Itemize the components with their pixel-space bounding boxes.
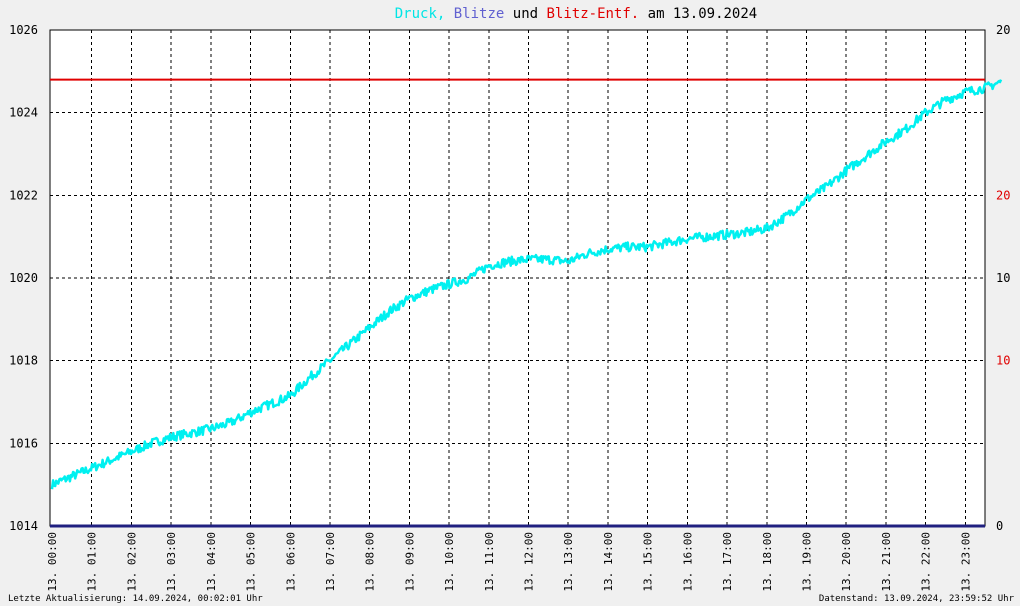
left-axis-ticks: 1014 1016 1018 1020 1022 1024 1026 <box>9 23 38 533</box>
x-tick-label: 13. 22:00 <box>920 532 933 592</box>
title-part: Blitz-Entf. <box>538 6 639 22</box>
title-part: Druck, <box>395 6 446 22</box>
x-tick-label: 13. 06:00 <box>284 532 297 592</box>
footer-left: Letzte Aktualisierung: 14.09.2024, 00:02… <box>8 594 263 604</box>
right-red-tick-label: 10 <box>996 354 1010 368</box>
x-tick-label: 13. 19:00 <box>800 532 813 592</box>
x-tick-label: 13. 12:00 <box>523 532 536 592</box>
x-tick-label: 13. 17:00 <box>721 532 734 592</box>
grid-lines <box>50 30 985 526</box>
right-tick-label: 20 <box>996 23 1010 37</box>
x-tick-label: 13. 07:00 <box>324 532 337 592</box>
right-tick-label: 10 <box>996 271 1010 285</box>
x-axis-ticks: 13. 00:00 13. 01:00 13. 02:00 13. 03:00 13. … <box>46 532 972 592</box>
x-tick-label: 13. 18:00 <box>761 532 774 592</box>
title-part: Blitze <box>445 6 504 22</box>
x-tick-label: 13. 14:00 <box>602 532 615 592</box>
title-part: und <box>504 6 538 22</box>
y-tick-label: 1026 <box>9 23 38 37</box>
x-tick-label: 13. 15:00 <box>642 532 655 592</box>
right-red-tick-label: 20 <box>996 188 1010 202</box>
y-tick-label: 1024 <box>9 106 38 120</box>
title-part: am 13.09.2024 <box>639 6 757 22</box>
x-tick-label: 13. 16:00 <box>681 532 694 592</box>
plot-area <box>49 29 986 527</box>
right-axis-ticks: 0 10 20 10 20 <box>996 23 1010 533</box>
x-tick-label: 13. 13:00 <box>562 532 575 592</box>
chart-title: Druck, Blitze und Blitz-Entf. am 13.09.2… <box>395 6 757 22</box>
x-tick-label: 13. 10:00 <box>443 532 456 592</box>
x-tick-label: 13. 21:00 <box>880 532 893 592</box>
y-tick-label: 1018 <box>9 354 38 368</box>
right-tick-label: 0 <box>996 519 1003 533</box>
y-tick-label: 1014 <box>9 519 38 533</box>
x-tick-label: 13. 02:00 <box>125 532 138 592</box>
series-layer <box>50 78 1003 528</box>
y-tick-label: 1022 <box>9 188 38 202</box>
x-tick-label: 13. 01:00 <box>86 532 99 592</box>
x-tick-label: 13. 23:00 <box>959 532 972 592</box>
x-tick-label: 13. 08:00 <box>364 532 377 592</box>
series-druck <box>50 79 1003 490</box>
y-tick-label: 1016 <box>9 436 38 450</box>
footer-right: Datenstand: 13.09.2024, 23:59:52 Uhr <box>819 594 1015 604</box>
x-tick-label: 13. 03:00 <box>165 532 178 592</box>
x-tick-label: 13. 09:00 <box>403 532 416 592</box>
y-tick-label: 1020 <box>9 271 38 285</box>
x-tick-label: 13. 04:00 <box>205 532 218 592</box>
x-tick-label: 13. 05:00 <box>245 532 258 592</box>
x-tick-label: 13. 11:00 <box>483 532 496 592</box>
x-tick-label: 13. 20:00 <box>840 532 853 592</box>
x-tick-label: 13. 00:00 <box>46 532 59 592</box>
